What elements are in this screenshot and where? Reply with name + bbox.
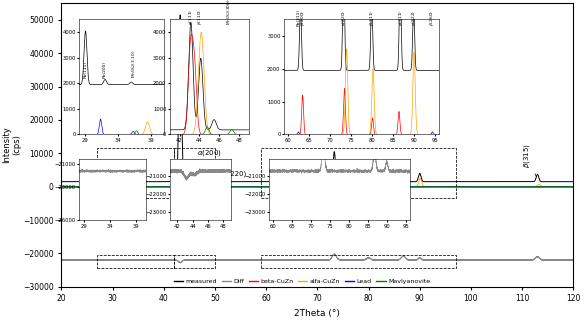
Text: Pb(111): Pb(111) [84, 61, 88, 78]
Text: $\beta$(260): $\beta$(260) [428, 10, 436, 26]
Text: Pb(200): Pb(200) [103, 61, 107, 78]
Text: $\alpha$(220): $\alpha$(220) [340, 10, 347, 26]
Text: $\beta$(200): $\beta$(200) [298, 10, 307, 26]
Bar [174, 255, 215, 268]
Legend: measured, Diff, beta-CuZn, alfa-CuZn, Lead, Mavlyanovite: measured, Diff, beta-CuZn, alfa-CuZn, Le… [171, 276, 433, 286]
Text: $\alpha$(311): $\alpha$(311) [397, 10, 404, 26]
Text: $\beta$(110): $\beta$(110) [196, 8, 204, 25]
Text: $\beta$(211): $\beta$(211) [368, 10, 376, 26]
Text: $\alpha$(222): $\alpha$(222) [410, 10, 417, 26]
Bar [97, 148, 174, 198]
Text: $\alpha$(200): $\alpha$(200) [188, 148, 222, 180]
Bar [261, 255, 456, 268]
Text: Pb(311): Pb(311) [297, 9, 300, 26]
Bar [174, 148, 215, 198]
Text: Mn$_5$S$_2$(300): Mn$_5$S$_2$(300) [225, 0, 233, 25]
Text: Mn$_5$S$_2$(3-10): Mn$_5$S$_2$(3-10) [130, 50, 138, 78]
X-axis label: 2Theta (°): 2Theta (°) [294, 309, 340, 318]
Bar [261, 148, 456, 198]
Text: $\beta$(315): $\beta$(315) [522, 144, 536, 177]
Text: $\alpha$(111): $\alpha$(111) [187, 8, 194, 25]
Y-axis label: Intensity
(cps): Intensity (cps) [2, 127, 22, 163]
Text: Pb(220): Pb(220) [218, 170, 246, 182]
Bar [97, 255, 174, 268]
